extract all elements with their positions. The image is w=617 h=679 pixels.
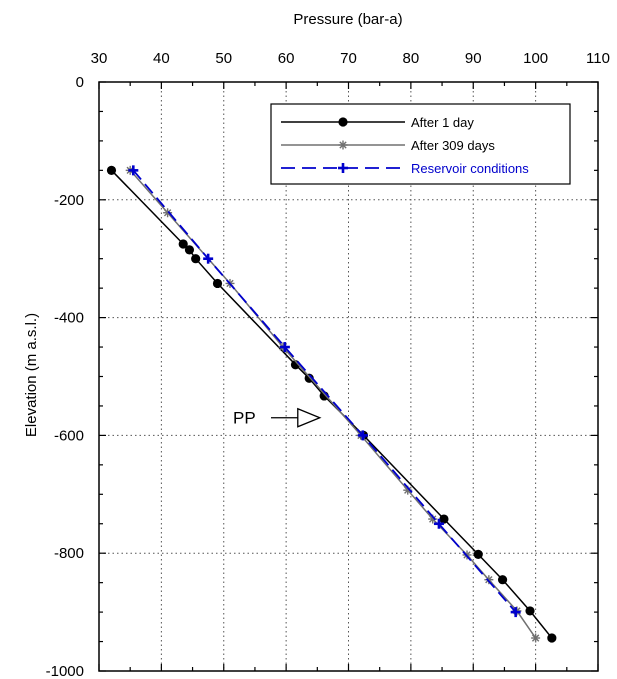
- legend-entry-1: After 309 days: [281, 138, 495, 153]
- x-tick-label: 50: [215, 50, 232, 67]
- x-tick-label: 70: [340, 50, 357, 67]
- data-point: [433, 518, 444, 529]
- data-point: [357, 430, 368, 441]
- data-point: [525, 606, 535, 616]
- legend: After 1 day After 309 days Reservoir condi…: [270, 103, 571, 185]
- x-tick-label: 100: [523, 50, 548, 67]
- y-tick-label: -400: [54, 310, 84, 327]
- data-point: [279, 342, 290, 353]
- y-tick-label: -200: [54, 192, 84, 209]
- legend-entry-0: After 1 day: [281, 115, 474, 130]
- legend-marker: [338, 140, 348, 150]
- x-tick-label: 60: [278, 50, 295, 67]
- y-tick-label: -1000: [46, 663, 84, 679]
- x-tick-label: 110: [586, 50, 610, 67]
- data-point: [484, 575, 494, 585]
- y-axis-label: Elevation (m a.s.l.): [23, 313, 40, 437]
- data-point: [497, 575, 508, 585]
- x-axis-label: Pressure (bar-a): [293, 11, 402, 28]
- axes: 30 40 50 60 70 80 90 100 110 0 -200 -400 -600 -800 -10…: [46, 50, 610, 679]
- annotation-arrow-head: [297, 407, 322, 428]
- data-point: [184, 245, 195, 255]
- data-point: [191, 254, 201, 264]
- y-tick-label: -600: [54, 427, 84, 444]
- legend-label: After 309 days: [411, 138, 495, 153]
- data-point: [106, 165, 117, 175]
- legend-marker: [338, 163, 348, 173]
- x-tick-label: 90: [465, 50, 482, 67]
- data-point: [473, 549, 483, 559]
- legend-label: Reservoir conditions: [411, 161, 529, 176]
- legend-entry-2: Reservoir conditions: [281, 161, 529, 176]
- data-point: [547, 633, 557, 643]
- data-point: [203, 253, 214, 264]
- y-tick-label: 0: [76, 74, 84, 91]
- x-tick-label: 30: [91, 50, 108, 67]
- series-0: [106, 165, 557, 643]
- data-point: [531, 633, 541, 643]
- legend-box: [270, 103, 571, 185]
- series-2: [128, 165, 521, 618]
- legend-label: After 1 day: [411, 115, 474, 130]
- y-tick-label: -800: [54, 545, 84, 562]
- series-line-2: [132, 169, 517, 613]
- data-point: [510, 607, 521, 618]
- grid: [99, 82, 598, 671]
- legend-marker: [338, 117, 348, 127]
- data-point: [439, 514, 449, 524]
- annotation-label: PP: [233, 409, 256, 428]
- annotations-layer: PP: [233, 407, 322, 428]
- x-tick-label: 40: [153, 50, 170, 67]
- data-point: [163, 208, 173, 218]
- data-point: [178, 239, 188, 249]
- series-layer: [106, 165, 557, 643]
- x-tick-label: 80: [403, 50, 420, 67]
- data-point: [212, 278, 223, 289]
- data-point: [128, 165, 139, 176]
